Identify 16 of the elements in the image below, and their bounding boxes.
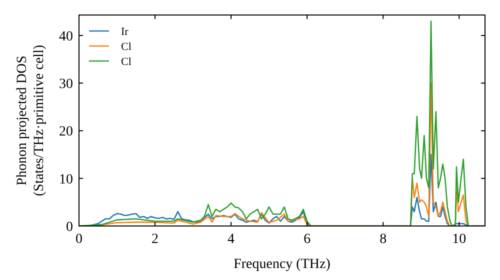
x-tick-label: 0	[76, 232, 82, 247]
x-tick-label: 4	[228, 232, 235, 247]
legend-label: Cl	[121, 41, 132, 53]
x-tick-label: 8	[380, 232, 387, 247]
x-tick-label: 10	[452, 232, 466, 247]
x-tick-label: 2	[152, 232, 159, 247]
x-axis-title: Frequency (THz)	[234, 257, 331, 272]
legend-label: Cl	[121, 56, 132, 68]
y-tick-label: 0	[66, 220, 73, 235]
y-tick-label: 40	[59, 29, 73, 44]
x-tick-label: 6	[304, 232, 311, 247]
y-axis-title: Phonon projected DOS (States/THz·primitive cell)	[15, 44, 47, 196]
y-tick-label: 10	[59, 172, 73, 188]
legend-label: Ir	[121, 26, 129, 38]
y-tick-label: 30	[59, 77, 73, 92]
y-tick-label: 20	[59, 124, 73, 140]
